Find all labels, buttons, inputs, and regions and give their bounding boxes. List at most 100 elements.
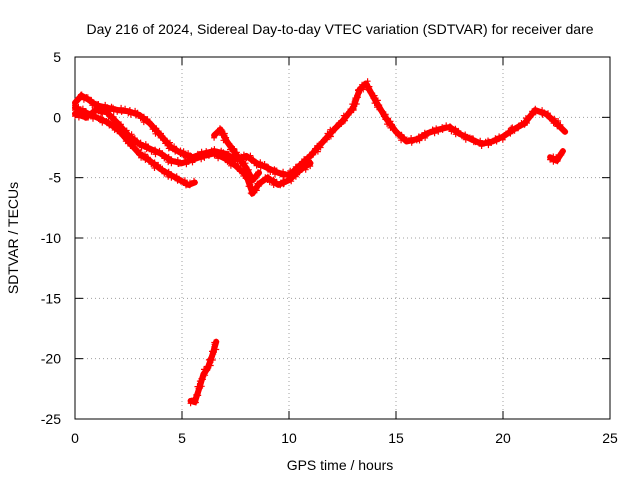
data-point-marker bbox=[165, 159, 172, 166]
data-point-marker bbox=[155, 161, 162, 168]
data-point-marker bbox=[90, 115, 96, 122]
data-point-marker bbox=[118, 108, 125, 115]
data-point-marker bbox=[88, 96, 95, 103]
data-point-marker bbox=[140, 119, 147, 126]
data-point-marker bbox=[99, 119, 106, 126]
data-point-marker bbox=[75, 114, 82, 121]
data-point-marker bbox=[492, 135, 499, 142]
data-point-marker bbox=[137, 115, 144, 122]
data-point-marker bbox=[392, 127, 399, 134]
data-point-marker bbox=[522, 115, 529, 122]
data-point-marker bbox=[167, 139, 173, 146]
data-point-marker bbox=[191, 156, 198, 163]
data-point-marker bbox=[462, 131, 469, 138]
data-point-marker bbox=[123, 133, 130, 140]
data-point-marker bbox=[85, 113, 92, 120]
data-point-marker bbox=[123, 127, 130, 134]
data-point-marker bbox=[367, 89, 374, 96]
data-point-marker bbox=[185, 156, 192, 163]
series-track bbox=[72, 103, 198, 189]
data-point-marker bbox=[371, 92, 378, 99]
data-point-marker bbox=[242, 160, 249, 167]
data-point-marker bbox=[307, 160, 314, 167]
data-point-marker bbox=[72, 107, 78, 114]
data-point-marker bbox=[151, 165, 158, 171]
data-point-marker bbox=[233, 151, 240, 158]
data-point-marker bbox=[187, 181, 194, 188]
data-point-marker bbox=[280, 177, 287, 184]
data-point-marker bbox=[354, 92, 361, 99]
grid-layer bbox=[75, 57, 610, 419]
data-point-marker bbox=[425, 130, 432, 137]
data-point-marker bbox=[557, 121, 564, 128]
data-point-marker bbox=[220, 149, 227, 156]
data-point-marker bbox=[535, 108, 542, 115]
tick-layer: 0 5 10 15 20 25 5 0 -5 -10 -15 -20 -25 bbox=[41, 49, 618, 446]
data-point-marker bbox=[306, 154, 313, 161]
x-tick-label: 0 bbox=[71, 430, 79, 446]
data-point-marker bbox=[515, 125, 522, 132]
data-point-marker bbox=[152, 151, 159, 158]
data-point-marker bbox=[302, 156, 309, 163]
data-point-marker bbox=[281, 180, 287, 187]
data-point-marker bbox=[138, 144, 145, 151]
data-point-marker bbox=[257, 164, 264, 171]
y-tick-label: -25 bbox=[41, 411, 61, 427]
data-point-marker bbox=[265, 174, 272, 181]
data-point-marker bbox=[213, 338, 220, 345]
data-point-marker bbox=[324, 130, 331, 137]
data-point-marker bbox=[501, 133, 508, 140]
data-point-marker bbox=[388, 122, 395, 129]
data-point-marker bbox=[78, 91, 85, 98]
x-tick-label: 20 bbox=[495, 430, 511, 446]
data-point-marker bbox=[72, 113, 78, 120]
data-point-marker bbox=[252, 183, 259, 190]
data-point-marker bbox=[209, 348, 215, 355]
data-point-marker bbox=[418, 132, 425, 139]
data-point-marker bbox=[128, 137, 135, 144]
data-point-marker bbox=[127, 111, 134, 118]
data-point-marker bbox=[439, 126, 446, 133]
data-point-marker bbox=[488, 140, 495, 146]
data-point-marker bbox=[547, 156, 554, 163]
data-point-marker bbox=[197, 380, 203, 387]
data-point-marker bbox=[255, 183, 262, 190]
series-track bbox=[72, 78, 569, 180]
data-point-marker bbox=[508, 125, 515, 132]
data-point-marker bbox=[499, 136, 506, 143]
data-point-marker bbox=[209, 148, 216, 155]
data-point-marker bbox=[266, 179, 273, 186]
data-point-marker bbox=[130, 141, 137, 148]
series-layer bbox=[72, 78, 569, 407]
data-point-marker bbox=[550, 120, 557, 127]
data-point-marker bbox=[273, 167, 280, 174]
data-point-marker bbox=[387, 118, 394, 125]
data-point-marker bbox=[288, 178, 295, 185]
x-tick-label: 5 bbox=[178, 430, 186, 446]
data-point-marker bbox=[342, 115, 348, 122]
data-point-marker bbox=[317, 144, 324, 151]
data-point-marker bbox=[226, 140, 233, 147]
data-point-marker bbox=[253, 162, 260, 169]
data-point-marker bbox=[231, 161, 237, 168]
data-point-marker bbox=[173, 173, 180, 180]
data-point-marker bbox=[126, 108, 133, 115]
data-point-marker bbox=[213, 150, 220, 157]
data-point-marker bbox=[168, 171, 175, 178]
data-point-marker bbox=[443, 122, 450, 129]
data-point-marker bbox=[267, 169, 274, 175]
data-point-marker bbox=[167, 144, 174, 151]
data-point-marker bbox=[236, 168, 243, 175]
data-point-marker bbox=[243, 155, 250, 162]
data-point-marker bbox=[208, 355, 215, 362]
data-point-marker bbox=[177, 160, 184, 167]
data-point-marker bbox=[265, 163, 272, 170]
data-point-marker bbox=[83, 94, 90, 100]
data-point-marker bbox=[273, 179, 280, 186]
data-point-marker bbox=[245, 170, 252, 177]
data-point-marker bbox=[235, 164, 242, 170]
data-point-marker bbox=[134, 109, 141, 116]
data-point-marker bbox=[222, 136, 229, 143]
data-point-marker bbox=[353, 101, 360, 107]
data-point-marker bbox=[251, 173, 258, 180]
